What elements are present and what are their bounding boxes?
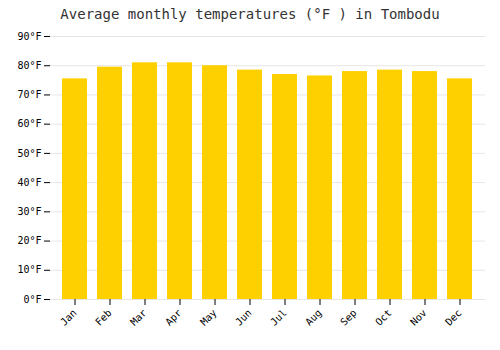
svg-text:Aug: Aug (303, 307, 324, 328)
svg-text:40°F: 40°F (17, 177, 41, 188)
svg-text:80°F: 80°F (17, 60, 41, 71)
svg-text:Jan: Jan (58, 307, 79, 328)
svg-text:90°F: 90°F (17, 31, 41, 42)
html-text:Average monthly temperatures (: Average monthly temperatures (°F ) in To… (60, 6, 440, 22)
svg-text:30°F: 30°F (17, 206, 41, 217)
svg-text:Nov: Nov (408, 307, 429, 328)
svg-text:10°F: 10°F (17, 264, 41, 275)
svg-text:Feb: Feb (93, 307, 114, 328)
svg-text:Sep: Sep (338, 307, 359, 328)
svg-text:Mar: Mar (128, 307, 149, 328)
svg-text:Dec: Dec (443, 307, 464, 328)
svg-text:Oct: Oct (373, 307, 394, 328)
svg-text:May: May (198, 307, 219, 328)
svg-text:Jul: Jul (268, 307, 289, 328)
svg-text:20°F: 20°F (17, 235, 41, 246)
svg-text:Apr: Apr (163, 307, 184, 328)
svg-text:60°F: 60°F (17, 118, 41, 129)
svg-text:0°F: 0°F (23, 294, 41, 305)
svg-text:70°F: 70°F (17, 89, 41, 100)
svg-text:50°F: 50°F (17, 148, 41, 159)
svg-text:Jun: Jun (233, 307, 254, 328)
